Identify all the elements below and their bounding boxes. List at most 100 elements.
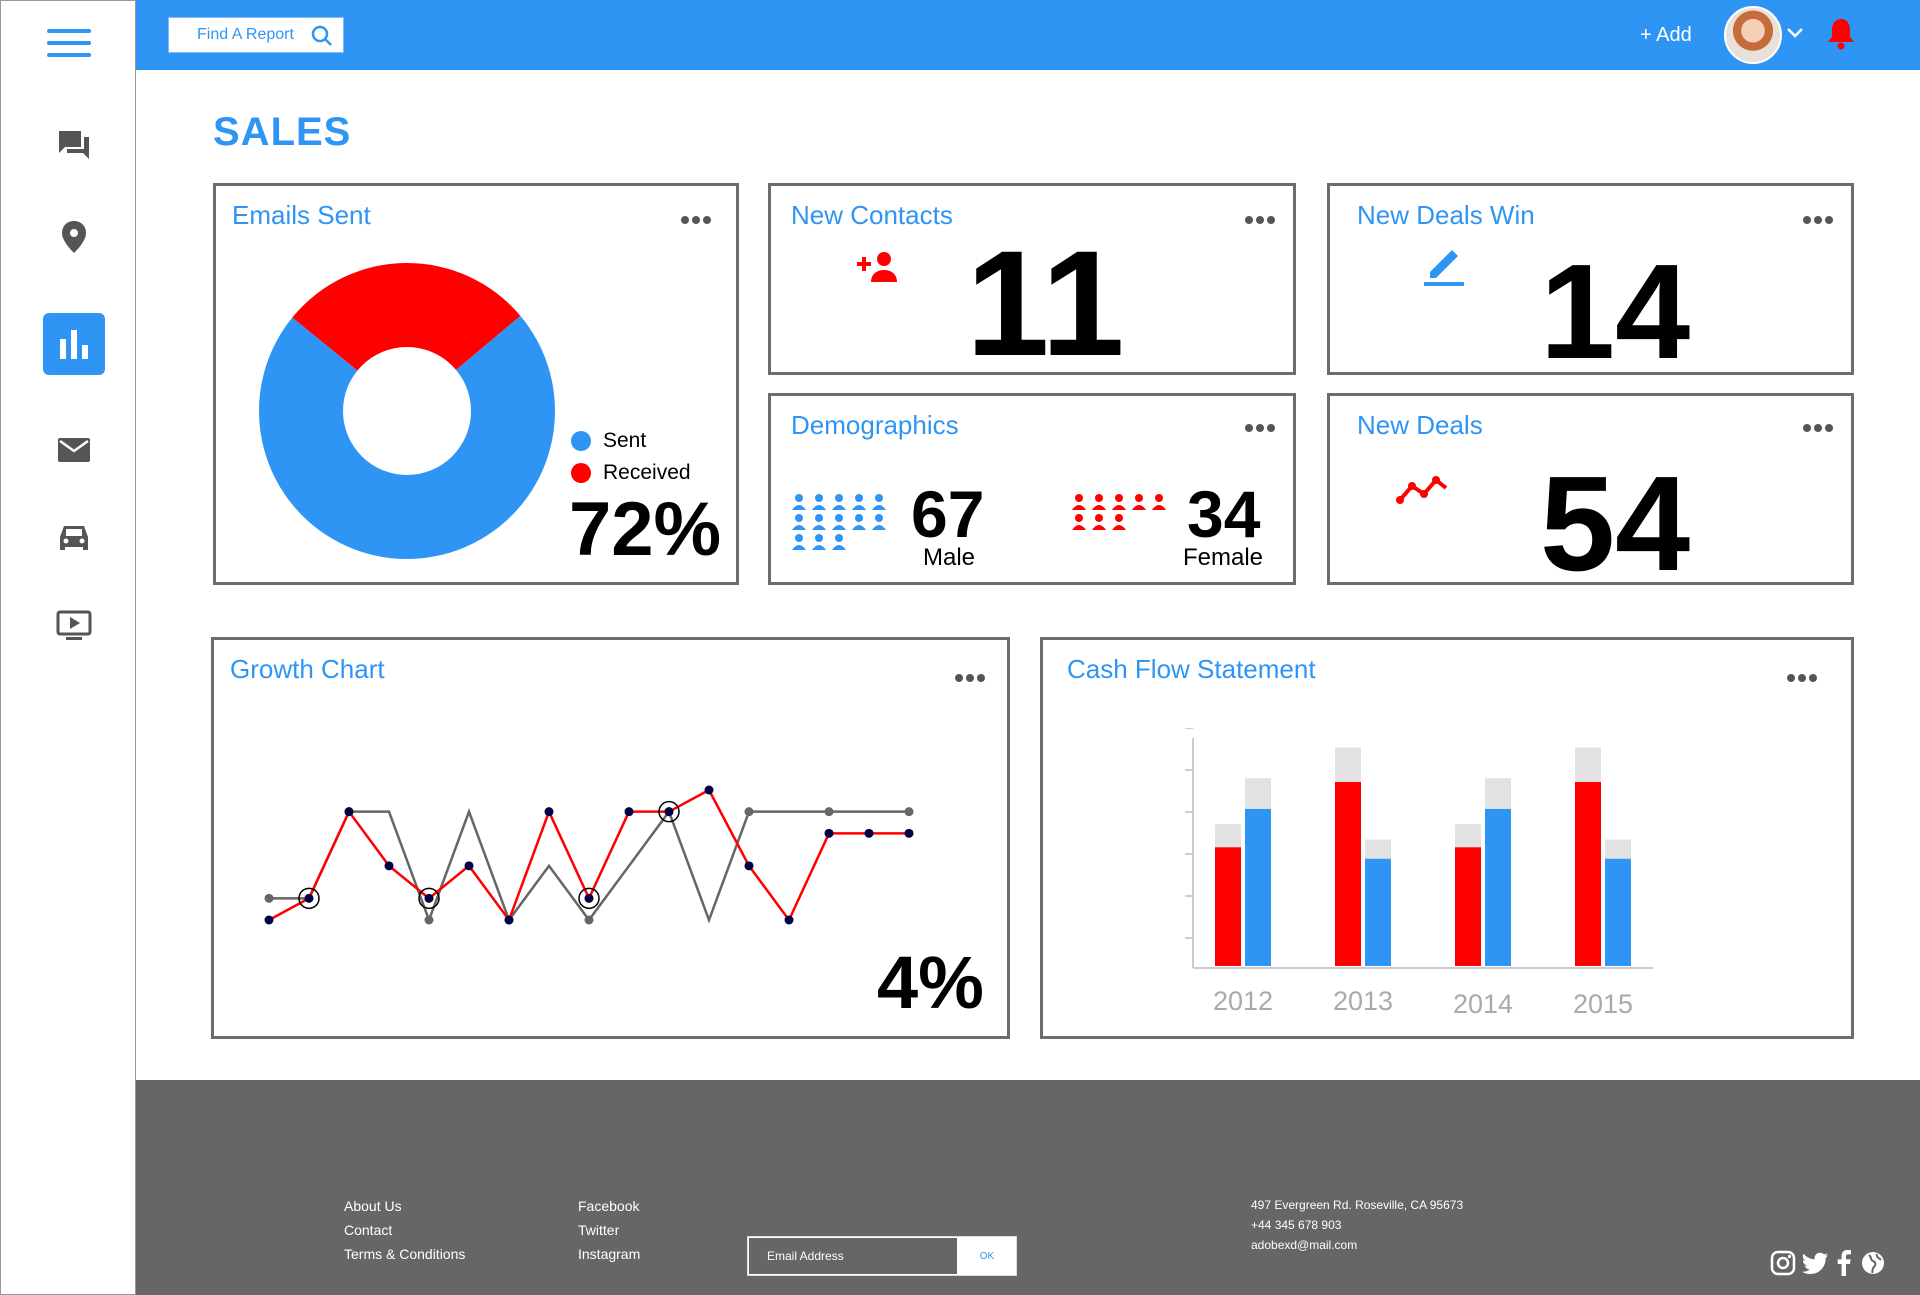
data-point — [424, 915, 434, 925]
footer-link-instagram[interactable]: Instagram — [578, 1246, 641, 1262]
menu-icon[interactable] — [47, 29, 91, 59]
pencil-icon — [1424, 250, 1464, 286]
data-point — [464, 861, 474, 871]
person-icon — [812, 514, 826, 530]
person-icon — [852, 494, 866, 510]
bar-cap — [1575, 747, 1601, 782]
new-deals-win-card: New Deals Win 14 — [1327, 183, 1854, 379]
avatar[interactable] — [1724, 6, 1782, 64]
data-point — [264, 893, 274, 903]
bar-chart-icon[interactable] — [43, 313, 105, 375]
data-point — [784, 915, 794, 925]
bar-cap — [1605, 839, 1631, 859]
more-options-icon[interactable] — [1245, 424, 1275, 432]
male-people-icon — [792, 494, 886, 550]
page-title: SALES — [213, 110, 352, 154]
chevron-down-icon[interactable] — [1786, 24, 1804, 42]
person-icon — [1112, 494, 1126, 510]
bar — [1365, 858, 1391, 966]
add-button[interactable]: + Add — [1640, 24, 1692, 46]
person-icon — [832, 534, 846, 550]
footer: About Us Contact Terms & Conditions Face… — [136, 1080, 1920, 1295]
card-title: New Deals — [1357, 410, 1483, 440]
facebook-icon[interactable] — [1836, 1250, 1852, 1276]
emails-percent: 72% — [569, 487, 722, 572]
data-point — [424, 893, 434, 903]
search-input[interactable]: Find A Report — [168, 17, 344, 53]
bar — [1455, 847, 1481, 966]
add-person-icon — [857, 252, 897, 282]
data-point — [584, 893, 594, 903]
person-icon — [1072, 494, 1086, 510]
data-point — [864, 828, 874, 838]
footer-link-about[interactable]: About Us — [344, 1198, 402, 1214]
more-options-icon[interactable] — [1803, 216, 1833, 224]
bar — [1335, 782, 1361, 966]
tv-icon[interactable] — [43, 595, 105, 657]
data-point — [384, 861, 394, 871]
footer-address: 497 Evergreen Rd. Roseville, CA 95673 — [1251, 1198, 1464, 1212]
data-point — [704, 785, 714, 795]
bar-cap — [1335, 747, 1361, 782]
person-icon — [1112, 514, 1126, 530]
data-point — [664, 807, 674, 817]
person-icon — [872, 514, 886, 530]
card-title: New Deals Win — [1357, 200, 1535, 230]
data-point — [264, 915, 274, 925]
legend-label-sent: Sent — [603, 429, 647, 452]
more-options-icon[interactable] — [955, 674, 985, 682]
location-icon[interactable] — [43, 206, 105, 268]
emails-sent-card: Emails Sent Sent Received 72% — [213, 183, 739, 585]
more-options-icon[interactable] — [681, 216, 711, 224]
female-people-icon — [1072, 494, 1166, 530]
x-tick-label: 2014 — [1453, 989, 1513, 1019]
twitter-icon[interactable] — [1802, 1252, 1828, 1274]
data-point — [824, 828, 834, 838]
footer-phone: +44 345 678 903 — [1251, 1218, 1342, 1232]
person-icon — [832, 494, 846, 510]
bar-cap — [1215, 824, 1241, 848]
female-value: 34 — [1187, 477, 1261, 551]
mail-icon[interactable] — [43, 419, 105, 481]
email-field[interactable]: Email Address — [748, 1237, 958, 1275]
bar — [1245, 808, 1271, 966]
person-icon — [792, 534, 806, 550]
footer-email[interactable]: adobexd@mail.com — [1251, 1238, 1358, 1252]
person-icon — [792, 494, 806, 510]
chat-icon[interactable] — [43, 113, 105, 175]
x-tick-label: 2012 — [1213, 986, 1273, 1016]
cash-flow-card: Cash Flow Statement 2012 2013 2014 2015 — [1040, 637, 1854, 1039]
footer-link-contact[interactable]: Contact — [344, 1222, 393, 1238]
new-deals-win-value: 14 — [1540, 236, 1691, 387]
donut-hole — [343, 347, 471, 475]
data-point — [904, 828, 914, 838]
instagram-icon[interactable] — [1770, 1250, 1796, 1276]
footer-link-terms[interactable]: Terms & Conditions — [344, 1246, 466, 1262]
person-icon — [1092, 514, 1106, 530]
globe-icon[interactable] — [1860, 1250, 1886, 1276]
card-title: New Contacts — [791, 200, 953, 230]
bar — [1575, 782, 1601, 966]
search-icon[interactable] — [311, 25, 333, 47]
footer-link-twitter[interactable]: Twitter — [578, 1222, 620, 1238]
footer-link-facebook[interactable]: Facebook — [578, 1198, 640, 1214]
bell-icon[interactable] — [1826, 16, 1856, 50]
top-bar: Find A Report + Add — [136, 0, 1920, 70]
more-options-icon[interactable] — [1803, 424, 1833, 432]
growth-chart-card: Growth Chart 4% — [211, 637, 1010, 1039]
person-icon — [812, 534, 826, 550]
highlight-ring — [418, 887, 440, 910]
more-options-icon[interactable] — [1245, 216, 1275, 224]
male-label: Male — [923, 544, 976, 571]
emails-donut-chart — [258, 263, 555, 559]
person-icon — [832, 514, 846, 530]
legend-received: Received — [571, 461, 691, 485]
pie-slice-received — [292, 263, 521, 411]
ok-button[interactable]: OK — [958, 1237, 1016, 1275]
car-icon[interactable] — [43, 507, 105, 569]
data-point — [744, 861, 754, 871]
more-options-icon[interactable] — [1787, 674, 1817, 682]
trend-line-icon — [1396, 476, 1448, 504]
person-icon — [852, 514, 866, 530]
card-title: Demographics — [791, 410, 959, 440]
